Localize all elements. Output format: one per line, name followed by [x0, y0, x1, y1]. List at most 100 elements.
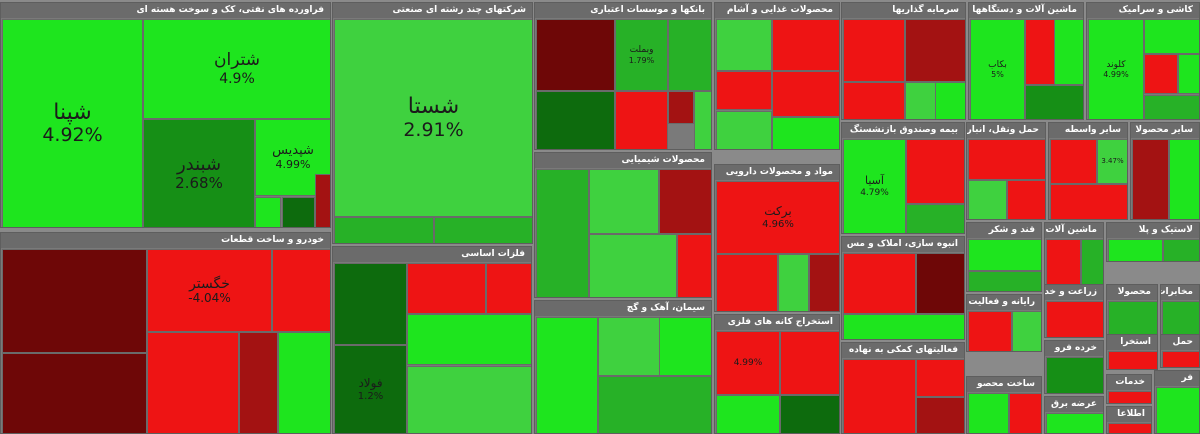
- stock-tile[interactable]: [2, 353, 147, 433]
- stock-tile[interactable]: [716, 19, 772, 71]
- stock-tile[interactable]: [1050, 139, 1097, 184]
- stock-tile[interactable]: [772, 19, 839, 71]
- stock-tile[interactable]: [905, 19, 965, 82]
- stock-tile[interactable]: [1007, 180, 1045, 219]
- stock-tile[interactable]: [668, 19, 711, 91]
- stock-tile[interactable]: [716, 111, 772, 149]
- stock-tile[interactable]: [659, 317, 711, 376]
- stock-tile[interactable]: [1025, 19, 1055, 85]
- stock-tile[interactable]: [1163, 239, 1199, 261]
- stock-tile[interactable]: [2, 249, 147, 353]
- stock-tile[interactable]: [1046, 239, 1081, 291]
- stock-tile[interactable]: [1046, 357, 1103, 393]
- stock-tile[interactable]: [598, 376, 711, 433]
- stock-tile[interactable]: [1178, 54, 1199, 94]
- stock-tile[interactable]: [905, 82, 936, 119]
- stock-tile[interactable]: [1169, 139, 1199, 219]
- stock-tile[interactable]: [536, 317, 598, 433]
- stock-tile[interactable]: [1156, 387, 1199, 433]
- stock-tile[interactable]: [843, 82, 905, 119]
- stock-tile[interactable]: [1012, 311, 1041, 351]
- stock-tile[interactable]: [968, 239, 1041, 271]
- stock-tile[interactable]: [843, 19, 905, 82]
- stock-tile[interactable]: [147, 332, 239, 433]
- stock-tile[interactable]: [843, 253, 916, 314]
- stock-tile[interactable]: [536, 169, 589, 297]
- stock-tile[interactable]: [1046, 301, 1103, 337]
- stock-tile[interactable]: [843, 359, 916, 433]
- stock-tile[interactable]: [407, 366, 531, 433]
- stock-tile[interactable]: شپنا 4.92%: [2, 19, 143, 227]
- stock-tile[interactable]: 3.47%: [1097, 139, 1127, 184]
- stock-tile[interactable]: [1132, 139, 1169, 219]
- stock-tile[interactable]: وبملت 1.79%: [615, 19, 668, 91]
- stock-tile[interactable]: [716, 254, 778, 311]
- stock-tile[interactable]: [589, 169, 659, 234]
- stock-tile[interactable]: [278, 332, 330, 433]
- stock-tile[interactable]: [809, 254, 839, 311]
- stock-tile[interactable]: شستا 2.91%: [334, 19, 532, 217]
- stock-tile[interactable]: [598, 317, 660, 376]
- stock-tile[interactable]: [778, 254, 809, 311]
- stock-tile[interactable]: [916, 253, 964, 314]
- stock-tile[interactable]: [968, 139, 1045, 180]
- stock-tile[interactable]: شبندر 2.68%: [143, 119, 255, 227]
- stock-tile[interactable]: [843, 314, 964, 339]
- stock-tile[interactable]: [772, 71, 839, 117]
- stock-tile[interactable]: [1108, 351, 1157, 369]
- stock-tile[interactable]: [407, 263, 486, 314]
- stock-tile[interactable]: [536, 91, 615, 149]
- stock-tile[interactable]: [716, 71, 772, 110]
- stock-tile[interactable]: [1025, 85, 1083, 119]
- stock-tile[interactable]: [677, 234, 711, 297]
- stock-tile[interactable]: [1081, 239, 1103, 291]
- stock-tile[interactable]: [282, 197, 315, 227]
- stock-tile[interactable]: [935, 82, 965, 119]
- stock-tile[interactable]: [968, 180, 1007, 219]
- stock-tile[interactable]: [968, 271, 1041, 291]
- stock-tile[interactable]: [407, 314, 531, 365]
- stock-tile[interactable]: [1144, 19, 1199, 54]
- stock-tile[interactable]: [1009, 393, 1041, 433]
- stock-tile[interactable]: برکت 4.96%: [716, 181, 839, 254]
- stock-tile[interactable]: [272, 249, 330, 332]
- stock-tile[interactable]: آسیا 4.79%: [843, 139, 906, 233]
- stock-tile[interactable]: [255, 197, 281, 227]
- stock-tile[interactable]: 4.99%: [716, 331, 780, 395]
- stock-tile[interactable]: خگستر -4.04%: [147, 249, 272, 332]
- stock-tile[interactable]: [334, 217, 434, 243]
- stock-tile[interactable]: [916, 359, 964, 397]
- stock-tile[interactable]: [1046, 413, 1103, 433]
- stock-tile[interactable]: [239, 332, 278, 433]
- stock-tile[interactable]: [536, 19, 615, 91]
- stock-tile[interactable]: [1050, 184, 1127, 219]
- stock-tile[interactable]: فولاد 1.2%: [334, 345, 407, 433]
- stock-tile[interactable]: [1108, 423, 1151, 433]
- stock-tile[interactable]: شپدیس 4.99%: [255, 119, 330, 196]
- stock-tile[interactable]: [694, 91, 711, 149]
- stock-tile[interactable]: شتران 4.9%: [143, 19, 330, 119]
- stock-tile[interactable]: [1162, 351, 1199, 367]
- stock-tile[interactable]: بکاب 5%: [970, 19, 1025, 119]
- stock-tile[interactable]: [716, 395, 780, 433]
- stock-tile[interactable]: [906, 204, 964, 233]
- stock-tile[interactable]: [434, 217, 532, 243]
- stock-tile[interactable]: [916, 397, 964, 433]
- stock-tile[interactable]: [615, 91, 668, 149]
- stock-tile[interactable]: [968, 393, 1009, 433]
- stock-tile[interactable]: [334, 263, 407, 345]
- stock-tile[interactable]: [1054, 19, 1083, 85]
- stock-tile[interactable]: [1144, 95, 1199, 119]
- stock-tile[interactable]: [659, 169, 711, 234]
- stock-tile[interactable]: [772, 117, 839, 149]
- stock-tile[interactable]: [968, 311, 1012, 351]
- stock-tile[interactable]: [1108, 239, 1163, 261]
- stock-tile[interactable]: [1144, 54, 1178, 94]
- stock-tile[interactable]: [780, 395, 839, 433]
- stock-tile[interactable]: [486, 263, 531, 314]
- stock-tile[interactable]: [589, 234, 677, 297]
- stock-tile[interactable]: [1108, 391, 1151, 403]
- stock-tile[interactable]: [780, 331, 839, 395]
- stock-tile[interactable]: [668, 91, 694, 124]
- stock-tile[interactable]: [906, 139, 964, 204]
